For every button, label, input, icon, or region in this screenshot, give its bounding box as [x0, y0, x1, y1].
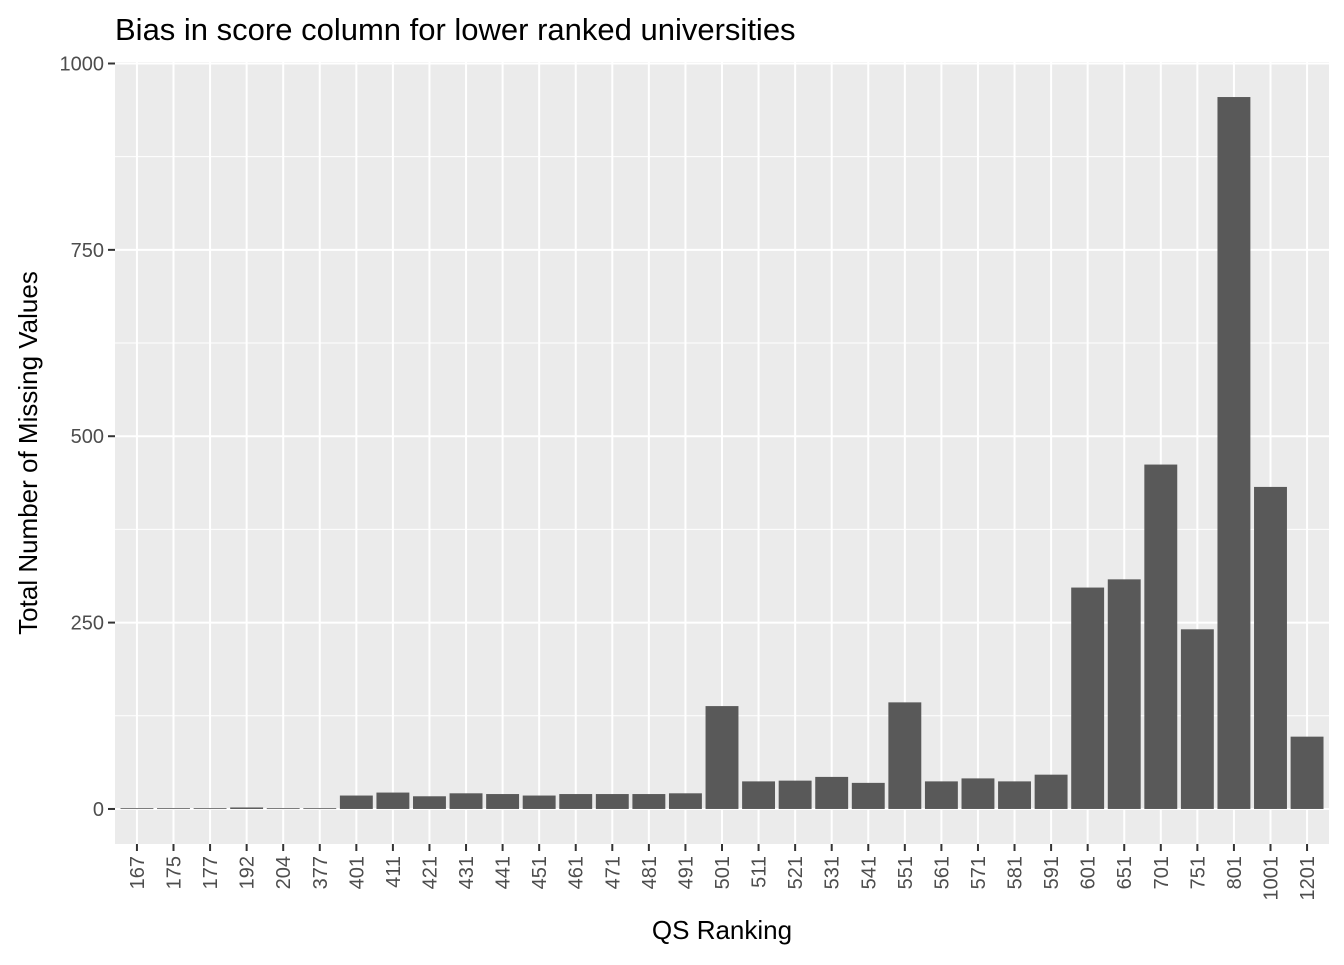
bar-471 [595, 794, 629, 809]
x-tick-label: 561 [931, 856, 953, 889]
x-tick-label: 581 [1005, 856, 1027, 889]
x-tick-label: 1001 [1260, 856, 1282, 901]
x-tick-label: 421 [419, 856, 441, 889]
x-tick-label: 411 [383, 856, 405, 888]
bar-421 [413, 796, 446, 809]
bar-751 [1180, 629, 1214, 809]
x-tick-label: 471 [602, 856, 624, 889]
x-tick-label: 1201 [1297, 856, 1319, 901]
x-tick-label: 571 [968, 856, 990, 889]
y-tick-label: 1000 [60, 53, 105, 75]
y-tick-label: 750 [71, 240, 104, 262]
x-tick-label: 481 [639, 856, 661, 889]
bar-175 [157, 808, 190, 810]
x-tick-label: 167 [127, 856, 149, 889]
x-tick-label: 501 [712, 856, 734, 889]
bar-511 [742, 781, 776, 809]
bar-1201 [1290, 736, 1324, 809]
y-axis: 0 250 500 750 1000 [60, 53, 115, 821]
x-tick-label: 541 [858, 856, 880, 889]
bar-801 [1217, 97, 1251, 809]
bar-1001 [1254, 486, 1287, 809]
bar-461 [559, 794, 593, 809]
x-tick-label: 204 [273, 856, 295, 889]
x-tick-label: 177 [200, 856, 222, 889]
x-tick-label: 591 [1041, 856, 1063, 889]
bar-431 [449, 793, 483, 809]
y-tick-label: 250 [71, 613, 104, 635]
bar-551 [888, 702, 922, 809]
bar-451 [522, 795, 556, 809]
x-tick-label: 751 [1187, 856, 1209, 889]
x-tick-label: 521 [785, 856, 807, 889]
bar-204 [266, 808, 300, 810]
bars-group [120, 97, 1324, 810]
bar-192 [230, 807, 264, 809]
y-axis-title: Total Number of Missing Values [13, 271, 43, 635]
x-tick-label: 431 [456, 856, 478, 889]
x-tick-label: 461 [566, 856, 588, 889]
bar-167 [120, 808, 154, 810]
bar-521 [778, 780, 812, 809]
y-tick-label: 0 [93, 799, 104, 821]
x-tick-label: 601 [1078, 856, 1100, 889]
x-axis: 167 175 177 192 204 377 401 411 421 431 441 451 461 4… [127, 844, 1319, 901]
bar-561 [924, 781, 958, 809]
x-axis-title: QS Ranking [652, 915, 792, 945]
bar-401 [339, 795, 373, 809]
x-tick-label: 491 [675, 856, 697, 889]
bar-701 [1144, 464, 1178, 809]
x-tick-label: 401 [346, 856, 368, 889]
x-tick-label: 175 [164, 856, 186, 889]
bar-541 [851, 782, 885, 809]
bar-441 [486, 794, 520, 809]
bar-651 [1107, 579, 1141, 809]
x-tick-label: 441 [493, 856, 515, 889]
x-tick-label: 451 [529, 856, 551, 889]
bar-581 [998, 781, 1031, 809]
bar-591 [1034, 774, 1068, 809]
bar-491 [668, 793, 702, 809]
bar-531 [815, 776, 849, 809]
bar-601 [1071, 587, 1105, 809]
y-tick-label: 500 [71, 426, 104, 448]
bar-411 [376, 792, 410, 809]
x-tick-label: 701 [1151, 856, 1173, 889]
x-tick-label: 531 [822, 856, 844, 889]
x-tick-label: 551 [895, 856, 917, 889]
x-tick-label: 801 [1224, 856, 1246, 889]
bar-177 [193, 808, 227, 810]
bar-481 [632, 794, 666, 809]
chart-title: Bias in score column for lower ranked un… [115, 12, 796, 47]
x-tick-label: 377 [310, 856, 332, 889]
bar-501 [705, 706, 739, 809]
bar-571 [961, 778, 995, 809]
bar-377 [303, 808, 337, 810]
x-tick-label: 511 [749, 856, 771, 888]
x-tick-label: 651 [1114, 856, 1136, 889]
x-tick-label: 192 [237, 856, 259, 889]
